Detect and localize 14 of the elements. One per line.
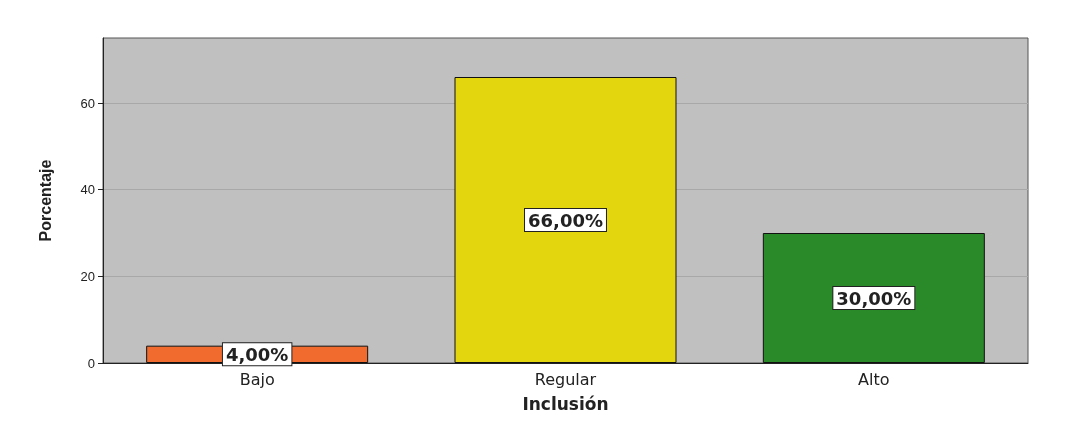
x-axis-title: Inclusión <box>522 393 609 414</box>
x-tick-label: Regular <box>534 369 597 389</box>
y-axis-title: Porcentaje <box>36 159 54 242</box>
x-tick-label: Bajo <box>239 369 275 389</box>
x-tick-label: Alto <box>858 369 890 389</box>
y-tick-label: 40 <box>80 182 95 198</box>
bar <box>454 77 677 363</box>
y-tick-label: 0 <box>87 355 95 371</box>
bar <box>762 233 985 363</box>
y-tick-label: 60 <box>80 95 95 111</box>
y-tick-label: 20 <box>80 268 95 284</box>
data-label: 30,00% <box>836 287 912 309</box>
data-label: 4,00% <box>225 343 289 365</box>
data-label: 66,00% <box>528 209 603 231</box>
